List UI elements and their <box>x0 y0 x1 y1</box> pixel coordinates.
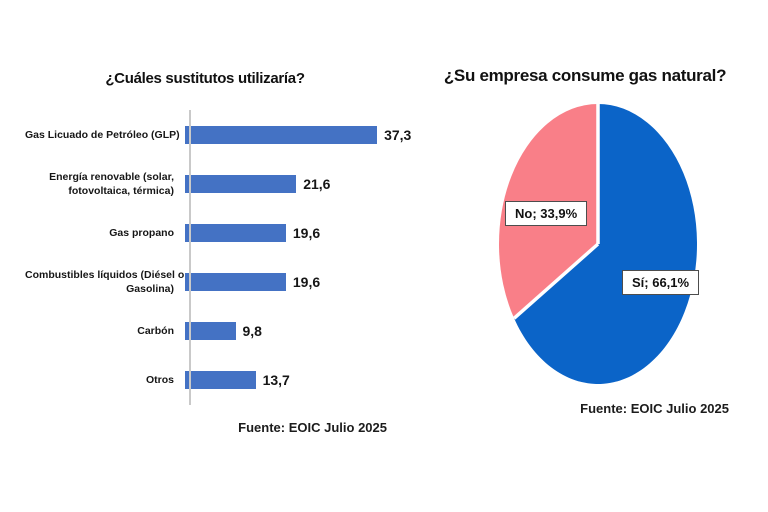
bar-row: Carbón 9,8 <box>25 307 395 356</box>
bar-chart-axis-line <box>189 110 191 405</box>
pie-slice-s <box>514 104 698 384</box>
bar-category-label: Otros <box>145 374 174 387</box>
bar-category-label: Energía renovable (solar, fotovoltaica, t… <box>49 170 174 197</box>
bar-track: 21,6 <box>182 174 395 193</box>
bar <box>185 174 297 193</box>
bar-value-label: 19,6 <box>292 274 321 291</box>
bar <box>185 223 286 242</box>
pie-chart-title: ¿Su empresa consume gas natural? <box>443 66 727 85</box>
pie-chart <box>499 104 698 384</box>
pie-label-no: No; 33,9% <box>505 201 588 226</box>
bar-track: 9,8 <box>182 322 395 341</box>
bar-category-label: Carbón <box>137 325 174 338</box>
bar <box>185 273 286 292</box>
bar-row: Otros 13,7 <box>25 356 395 405</box>
bar-value-label: 21,6 <box>303 175 331 192</box>
bar-row: Gas propano 19,6 <box>25 208 395 257</box>
bar-track: 19,6 <box>182 273 395 292</box>
bar-row: Combustibles líquidos (Diésel o Gasolina)… <box>25 258 395 307</box>
pie-chart-source: Fuente: EOIC Julio 2025 <box>580 401 729 416</box>
bar-track: 37,3 <box>182 125 412 144</box>
bar-chart-source: Fuente: EOIC Julio 2025 <box>238 420 387 435</box>
bar-row: Gas Licuado de Petróleo (GLP) 37,3 <box>25 110 411 159</box>
bar-value-label: 37,3 <box>384 126 412 143</box>
bar <box>185 125 378 144</box>
bar-row: Energía renovable (solar, fotovoltaica, t… <box>25 159 395 208</box>
bar-category-label: Gas propano <box>109 226 174 239</box>
bar-value-label: 9,8 <box>242 323 262 340</box>
bar-value-label: 13,7 <box>262 372 290 389</box>
pie-label-si: Sí; 66,1% <box>622 270 700 295</box>
bar-track: 13,7 <box>182 371 395 390</box>
bar-chart-title: ¿Cuáles sustitutos utilizaría? <box>105 70 305 87</box>
bar-value-label: 19,6 <box>292 224 321 241</box>
pie-slice-separator <box>512 242 600 320</box>
bar-chart: Gas Licuado de Petróleo (GLP) 37,3 Energía… <box>25 110 411 405</box>
bar <box>185 322 236 341</box>
bar-category-label: Combustibles líquidos (Diésel o Gasolina) <box>25 268 185 296</box>
bar <box>185 371 256 390</box>
bar-category-label: Gas Licuado de Petróleo (GLP) <box>25 128 180 141</box>
bar-track: 19,6 <box>182 223 395 242</box>
